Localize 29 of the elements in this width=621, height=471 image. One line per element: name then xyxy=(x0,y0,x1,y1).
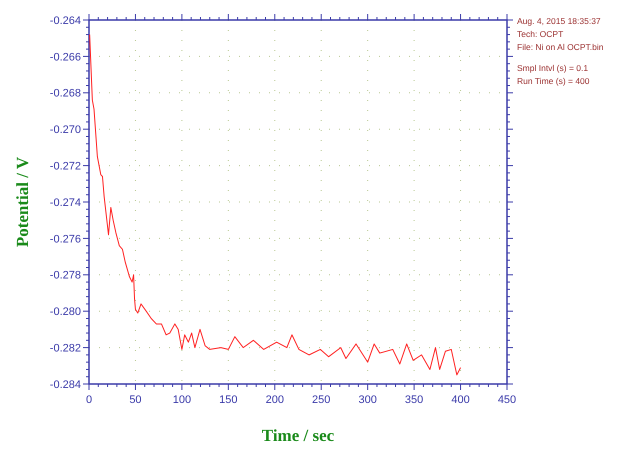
y-tick-label: -0.268 xyxy=(50,88,81,100)
x-tick-label: 200 xyxy=(266,394,284,406)
x-axis-title: Time / sec xyxy=(262,426,335,445)
y-tick-label: -0.280 xyxy=(50,306,81,318)
y-axis-title: Potential / V xyxy=(13,156,32,248)
text: File: Ni on Al OCPT.bin xyxy=(517,42,604,52)
y-tick-label: -0.264 xyxy=(50,14,81,27)
y-tick-label: -0.274 xyxy=(50,196,81,209)
x-tick-label: 450 xyxy=(498,394,516,406)
y-tick-label: -0.266 xyxy=(50,51,81,64)
x-tick-label: 250 xyxy=(312,394,330,406)
y-tick-label: -0.270 xyxy=(50,124,81,136)
x-tick-label: 300 xyxy=(358,394,377,406)
x-tick-label: 0 xyxy=(86,394,92,406)
x-tick-label: 350 xyxy=(404,394,424,406)
x-tick-label: 150 xyxy=(219,394,238,406)
y-tick-label: -0.272 xyxy=(50,160,81,172)
text: Smpl Intvl (s) = 0.1 xyxy=(517,63,588,73)
x-tick-label: 400 xyxy=(451,394,470,406)
x-tick-label: 50 xyxy=(129,394,142,406)
y-tick-label: -0.278 xyxy=(50,270,81,282)
line-series xyxy=(89,34,462,376)
text: Aug. 4, 2015 18:35:37 xyxy=(517,16,601,26)
y-tick-label: -0.284 xyxy=(50,378,81,391)
text: Tech: OCPT xyxy=(517,29,564,39)
y-tick-label: -0.276 xyxy=(50,233,81,246)
x-tick-label: 100 xyxy=(172,394,192,406)
text: Run Time (s) = 400 xyxy=(517,76,590,86)
y-tick-label: -0.282 xyxy=(50,342,81,354)
